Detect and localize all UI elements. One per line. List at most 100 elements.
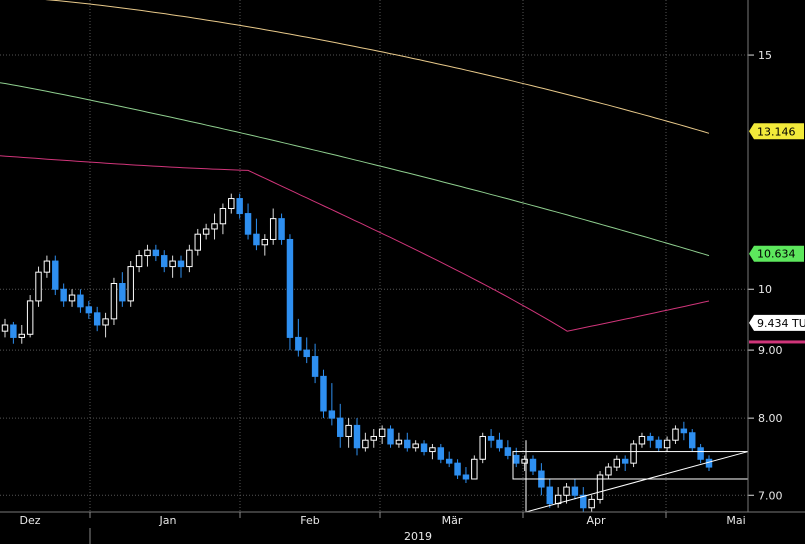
candle-body-21 bbox=[177, 260, 185, 268]
candle-body-41 bbox=[345, 424, 352, 437]
candle-body-3 bbox=[26, 300, 34, 335]
y-tick-label-0: 15 bbox=[758, 49, 772, 62]
candle-body-6 bbox=[52, 260, 59, 290]
candle-body-67 bbox=[563, 486, 570, 496]
candle-body-28 bbox=[236, 198, 243, 215]
x-month-label-3: Mär bbox=[442, 514, 463, 527]
candle-body-43 bbox=[362, 439, 369, 449]
flag-0 bbox=[749, 123, 804, 140]
candle-body-57 bbox=[479, 435, 486, 460]
candle-body-53 bbox=[445, 458, 453, 464]
x-month-label-2: Feb bbox=[300, 514, 319, 527]
candle-body-55 bbox=[462, 474, 470, 480]
candle-body-51 bbox=[429, 447, 436, 453]
candle-body-50 bbox=[420, 443, 428, 453]
candle-body-23 bbox=[194, 233, 201, 251]
grid-lines bbox=[0, 0, 748, 512]
candle-body-4 bbox=[35, 271, 42, 302]
candle-body-35 bbox=[295, 336, 302, 351]
ma-short-line bbox=[0, 155, 710, 332]
candle-body-65 bbox=[546, 486, 553, 505]
candle-body-44 bbox=[370, 435, 377, 441]
candle-body-0 bbox=[1, 324, 9, 332]
candle-body-38 bbox=[320, 375, 327, 412]
candle-body-31 bbox=[261, 238, 269, 246]
candle-body-27 bbox=[228, 198, 235, 210]
candle-body-24 bbox=[202, 228, 210, 235]
candle-body-63 bbox=[529, 458, 537, 472]
candle-body-5 bbox=[43, 260, 51, 273]
candle-body-37 bbox=[311, 356, 319, 377]
candle-body-62 bbox=[521, 458, 528, 464]
price-flags: 13.146 10.634 9.434 TU bbox=[749, 123, 805, 344]
candle-body-32 bbox=[269, 218, 277, 240]
flag-label-2: 9.434 TU bbox=[757, 317, 805, 330]
candle-body-26 bbox=[219, 208, 227, 225]
candle-body-29 bbox=[244, 213, 252, 235]
candle-body-70 bbox=[588, 498, 595, 509]
candle-body-73 bbox=[613, 458, 621, 468]
candle-body-74 bbox=[621, 458, 629, 464]
candle-body-42 bbox=[353, 424, 361, 449]
candle-body-20 bbox=[169, 260, 176, 268]
candle-body-10 bbox=[85, 306, 93, 314]
x-month-label-4: Apr bbox=[586, 514, 606, 527]
ma-short-marker bbox=[749, 340, 805, 344]
candle-body-48 bbox=[404, 439, 411, 449]
candle-body-30 bbox=[253, 233, 260, 246]
ma-mid-line bbox=[0, 82, 710, 257]
candle-body-7 bbox=[60, 288, 67, 302]
candle-body-16 bbox=[135, 255, 143, 268]
support-trendline bbox=[525, 451, 749, 513]
candle-body-45 bbox=[378, 428, 386, 437]
candle-body-46 bbox=[387, 428, 394, 445]
candle-body-71 bbox=[596, 474, 604, 500]
flag-1 bbox=[749, 245, 804, 262]
candle-body-13 bbox=[110, 282, 118, 320]
candle-body-15 bbox=[127, 266, 134, 302]
candle-body-78 bbox=[655, 439, 662, 449]
ma-long-line bbox=[45, 0, 710, 134]
candle-body-18 bbox=[152, 249, 160, 257]
candle-body-34 bbox=[286, 238, 294, 338]
x-year-label: 2019 bbox=[404, 530, 432, 543]
candle-body-36 bbox=[303, 349, 310, 358]
candle-body-12 bbox=[102, 318, 109, 326]
candle-body-77 bbox=[647, 435, 654, 441]
candle-body-58 bbox=[487, 435, 495, 441]
candle-body-76 bbox=[638, 435, 646, 445]
candle-body-61 bbox=[513, 454, 520, 464]
candle-body-82 bbox=[689, 432, 696, 449]
candle-body-75 bbox=[630, 443, 637, 464]
candle-body-2 bbox=[18, 333, 25, 338]
candle-body-56 bbox=[471, 458, 478, 480]
y-tick-label-3: 8.00 bbox=[758, 412, 783, 425]
x-month-label-5: Mai bbox=[726, 514, 745, 527]
candle-body-19 bbox=[161, 255, 168, 268]
candle-body-33 bbox=[278, 218, 285, 240]
candle-body-1 bbox=[10, 324, 17, 338]
candle-body-11 bbox=[93, 312, 101, 326]
y-tick-label-1: 10 bbox=[758, 283, 772, 296]
candle-body-72 bbox=[605, 466, 612, 476]
flag-label-0: 13.146 bbox=[757, 125, 796, 138]
candle-body-79 bbox=[663, 439, 671, 449]
candle-body-81 bbox=[680, 428, 688, 434]
candle-body-49 bbox=[412, 443, 419, 449]
moving-averages bbox=[0, 0, 710, 332]
candle-body-54 bbox=[454, 462, 461, 476]
candle-body-80 bbox=[672, 428, 679, 441]
y-tick-label-4: 7.00 bbox=[758, 489, 783, 502]
candle-body-14 bbox=[119, 282, 126, 302]
candle-body-8 bbox=[68, 294, 76, 302]
candle-body-60 bbox=[504, 447, 512, 456]
candle-body-22 bbox=[186, 249, 193, 268]
flag-2 bbox=[749, 314, 805, 331]
candle-body-68 bbox=[571, 486, 579, 496]
candle-body-17 bbox=[144, 249, 151, 257]
candle-body-83 bbox=[697, 447, 704, 460]
candle-body-9 bbox=[77, 294, 84, 308]
